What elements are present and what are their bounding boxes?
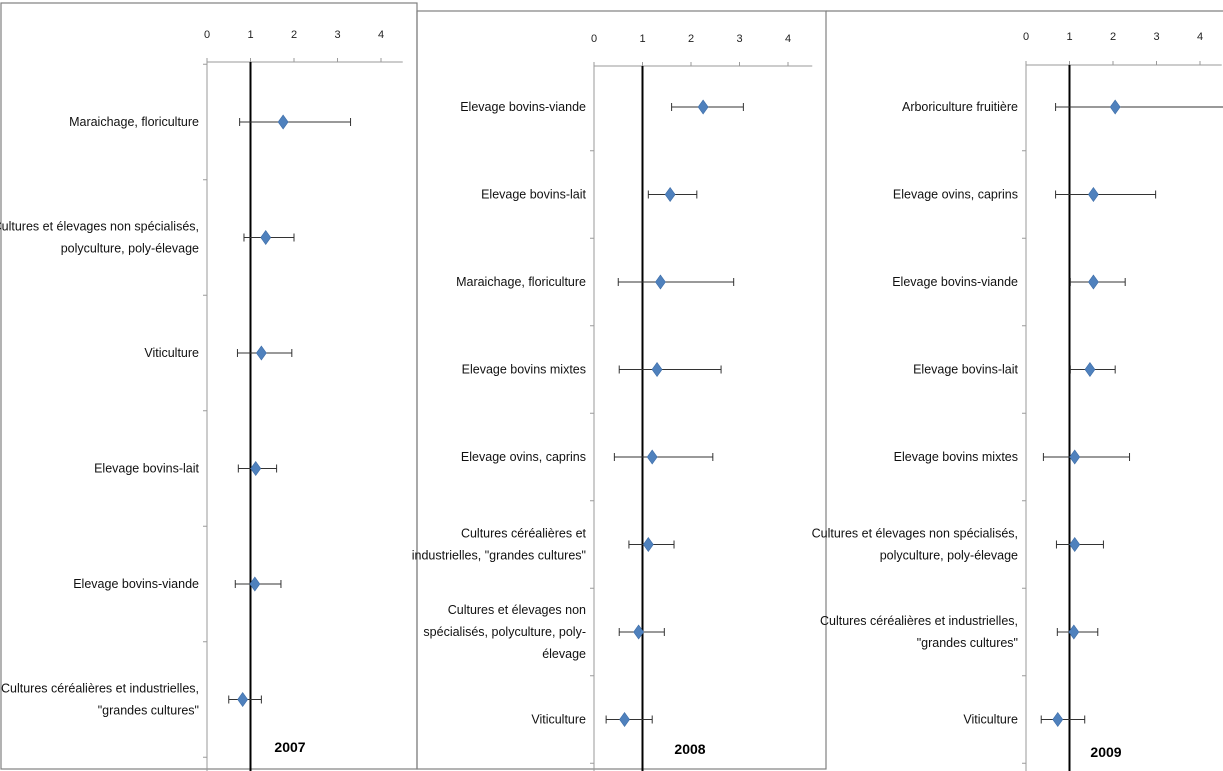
category-label-line: industrielles, "grandes cultures" bbox=[412, 549, 586, 563]
data-point-marker bbox=[249, 576, 261, 592]
category-label-line: Arboriculture fruitière bbox=[902, 100, 1018, 114]
category-label: Elevage bovins-lait bbox=[913, 363, 1018, 377]
category-label-line: polyculture, poly-élevage bbox=[880, 549, 1018, 563]
x-tick-label: 3 bbox=[334, 29, 340, 41]
category-label-line: Elevage bovins-lait bbox=[913, 363, 1018, 377]
category-label-line: Viticulture bbox=[144, 346, 199, 360]
category-label-line: Elevage bovins mixtes bbox=[462, 363, 586, 377]
data-point-marker bbox=[237, 691, 249, 708]
chart-2009: 0 1 2 3 4 Arboriculture fruitière Elevage ovin… bbox=[812, 31, 1223, 771]
category-label-line: "grandes cultures" bbox=[98, 704, 199, 718]
category-label: Elevage bovins-lait bbox=[94, 462, 199, 476]
chart-2007: 0 1 2 3 4 Maraichage, floriculture Cultures et… bbox=[0, 29, 403, 771]
category-label: Elevage bovins mixtes bbox=[894, 450, 1018, 464]
data-point-marker bbox=[256, 345, 267, 361]
x-tick-label: 1 bbox=[639, 33, 645, 45]
category-label: Cultures céréalières et industrielles, "g… bbox=[412, 527, 587, 563]
x-tick-label: 2 bbox=[291, 29, 297, 41]
x-tick-label: 4 bbox=[1197, 31, 1203, 43]
category-label: Elevage bovins-viande bbox=[73, 577, 199, 591]
category-label: Viticulture bbox=[531, 713, 586, 727]
category-label: Elevage bovins-viande bbox=[892, 275, 1018, 289]
category-label-line: Cultures et élevages non spécialisés, bbox=[0, 220, 199, 234]
category-label: Elevage ovins, caprins bbox=[893, 188, 1018, 202]
category-label: Cultures céréalières et industrielles, "g… bbox=[820, 614, 1018, 650]
chart-year-label: 2009 bbox=[1090, 744, 1121, 760]
category-label: Cultures et élevages non spécialisés, pol… bbox=[0, 220, 199, 256]
data-point-marker bbox=[1109, 99, 1121, 115]
data-point-marker bbox=[655, 274, 666, 290]
x-tick-label: 0 bbox=[1023, 31, 1029, 43]
category-label: Elevage bovins mixtes bbox=[462, 363, 586, 377]
chart-year-label: 2007 bbox=[274, 739, 305, 755]
x-tick-label: 4 bbox=[378, 29, 384, 41]
x-tick-label: 0 bbox=[204, 29, 210, 41]
data-point-marker bbox=[619, 711, 630, 728]
category-label-line: Viticulture bbox=[963, 713, 1018, 727]
x-tick-label: 1 bbox=[247, 29, 253, 41]
category-label: Elevage ovins, caprins bbox=[461, 450, 586, 464]
category-label: Elevage bovins-viande bbox=[460, 100, 586, 114]
x-tick-label: 0 bbox=[591, 33, 597, 45]
category-label: Arboriculture fruitière bbox=[902, 100, 1018, 114]
x-tick-label: 3 bbox=[1153, 31, 1159, 43]
data-point-marker bbox=[697, 99, 709, 115]
category-label: Cultures et élevages non spécialisés, pol… bbox=[423, 603, 586, 661]
category-label-line: spécialisés, polyculture, poly- bbox=[423, 625, 586, 639]
data-point-marker bbox=[633, 624, 644, 640]
category-label-line: Elevage bovins-viande bbox=[460, 100, 586, 114]
category-label-line: élevage bbox=[542, 647, 586, 661]
category-label-line: Cultures céréalières et bbox=[461, 527, 587, 541]
category-label-line: Elevage bovins-lait bbox=[94, 462, 199, 476]
category-label-line: Elevage bovins-viande bbox=[892, 275, 1018, 289]
category-label: Maraichage, floriculture bbox=[69, 115, 199, 129]
data-point-marker bbox=[1088, 186, 1099, 203]
data-point-marker bbox=[1088, 274, 1099, 290]
category-label: Maraichage, floriculture bbox=[456, 275, 586, 289]
category-label-line: Elevage bovins-lait bbox=[481, 188, 586, 202]
data-point-marker bbox=[664, 186, 676, 203]
x-tick-label: 2 bbox=[688, 33, 694, 45]
panel-2008 bbox=[416, 10, 827, 770]
category-label-line: Elevage ovins, caprins bbox=[461, 450, 586, 464]
category-label: Viticulture bbox=[144, 346, 199, 360]
data-point-marker bbox=[1069, 449, 1081, 465]
data-point-marker bbox=[1084, 361, 1096, 378]
x-tick-label: 3 bbox=[736, 33, 742, 45]
data-point-marker bbox=[1069, 536, 1081, 553]
category-label-line: Elevage bovins-viande bbox=[73, 577, 199, 591]
data-point-marker bbox=[250, 460, 262, 477]
data-point-marker bbox=[277, 114, 289, 130]
category-label-line: "grandes cultures" bbox=[917, 636, 1018, 650]
category-label: Cultures et élevages non spécialisés, pol… bbox=[812, 527, 1018, 563]
category-label-line: Cultures et élevages non bbox=[448, 603, 586, 617]
category-label: Viticulture bbox=[963, 713, 1018, 727]
data-point-marker bbox=[651, 361, 663, 378]
data-point-marker bbox=[646, 449, 658, 465]
x-tick-label: 1 bbox=[1066, 31, 1072, 43]
x-tick-label: 4 bbox=[785, 33, 791, 45]
data-point-marker bbox=[1068, 624, 1080, 640]
data-point-marker bbox=[1052, 711, 1064, 728]
category-label-line: Cultures céréalières et industrielles, bbox=[820, 614, 1018, 628]
category-label-line: Maraichage, floriculture bbox=[69, 115, 199, 129]
chart-2008: 0 1 2 3 4 Elevage bovins-viande Elevage bovins… bbox=[412, 33, 813, 771]
category-label-line: Viticulture bbox=[531, 713, 586, 727]
category-label-line: Maraichage, floriculture bbox=[456, 275, 586, 289]
category-label-line: Cultures et élevages non spécialisés, bbox=[812, 527, 1018, 541]
category-label-line: polyculture, poly-élevage bbox=[61, 242, 199, 256]
x-tick-label: 2 bbox=[1110, 31, 1116, 43]
category-label-line: Elevage ovins, caprins bbox=[893, 188, 1018, 202]
category-label-line: Elevage bovins mixtes bbox=[894, 450, 1018, 464]
chart-year-label: 2008 bbox=[674, 741, 705, 757]
data-point-marker bbox=[642, 536, 654, 553]
data-point-marker bbox=[260, 229, 272, 246]
category-label: Elevage bovins-lait bbox=[481, 188, 586, 202]
category-label: Cultures céréalières et industrielles, "g… bbox=[1, 682, 199, 718]
category-label-line: Cultures céréalières et industrielles, bbox=[1, 682, 199, 696]
